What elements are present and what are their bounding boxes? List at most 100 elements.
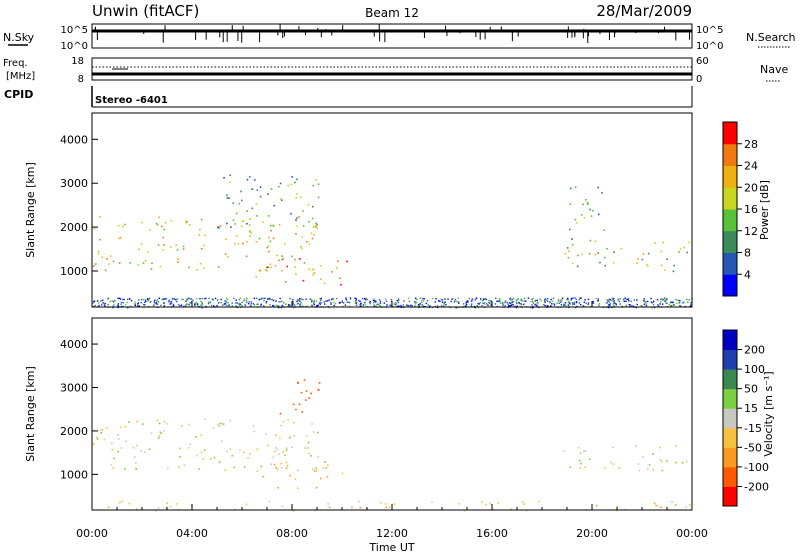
heatmap-cell — [619, 303, 621, 305]
heatmap-cell — [474, 306, 476, 309]
heatmap-cell — [583, 301, 586, 304]
colorbar-cell — [723, 187, 737, 210]
heatmap-cell — [144, 301, 146, 304]
heatmap-cell — [246, 210, 248, 212]
heatmap-cell — [187, 297, 190, 300]
heatmap-cell — [471, 299, 473, 301]
heatmap-cell — [135, 462, 137, 464]
heatmap-cell — [137, 303, 139, 305]
heatmap-cell — [284, 454, 286, 457]
heatmap-cell — [346, 260, 348, 263]
heatmap-cell — [147, 297, 149, 300]
heatmap-cell — [362, 297, 364, 300]
heatmap-cell — [479, 301, 482, 304]
heatmap-cell — [595, 297, 598, 300]
heatmap-cell — [272, 225, 275, 227]
heatmap-cell — [248, 224, 251, 226]
heatmap-cell — [607, 300, 609, 302]
heatmap-cell — [373, 304, 375, 306]
heatmap-cell — [567, 297, 569, 300]
heatmap-cell — [280, 199, 283, 201]
heatmap-cell — [265, 269, 267, 271]
heatmap-cell — [482, 298, 485, 300]
heatmap-cell — [637, 463, 640, 465]
heatmap-cell — [516, 305, 519, 307]
heatmap-cell — [195, 301, 197, 303]
heatmap-cell — [388, 506, 391, 508]
heatmap-cell — [315, 179, 317, 181]
heatmap-cell — [161, 298, 163, 301]
freq-left-tick-bottom: 8 — [78, 74, 84, 85]
heatmap-cell — [373, 298, 375, 300]
colorbar-cell — [723, 122, 737, 145]
heatmap-cell — [93, 305, 95, 308]
heatmap-cell — [305, 305, 307, 308]
heatmap-cell — [137, 263, 140, 266]
heatmap-cell — [354, 297, 356, 300]
heatmap-cell — [239, 303, 241, 305]
heatmap-cell — [553, 303, 555, 305]
heatmap-cell — [273, 204, 276, 207]
heatmap-cell — [582, 203, 584, 206]
heatmap-cell — [676, 299, 678, 301]
y-tick-label: 1000 — [60, 468, 88, 481]
heatmap-cell — [222, 423, 225, 425]
heatmap-cell — [281, 269, 283, 272]
heatmap-cell — [286, 265, 289, 268]
heatmap-cell — [158, 422, 161, 425]
heatmap-cell — [627, 298, 630, 300]
heatmap-cell — [288, 304, 290, 306]
heatmap-cell — [407, 304, 409, 307]
heatmap-cell — [178, 466, 181, 469]
heatmap-cell — [197, 305, 199, 307]
heatmap-cell — [615, 304, 618, 306]
heatmap-cell — [507, 303, 509, 305]
freq-strip-frame — [91, 57, 693, 81]
heatmap-cell — [123, 468, 126, 470]
heatmap-cell — [616, 505, 619, 508]
heatmap-cell — [312, 205, 314, 208]
heatmap-cell — [331, 271, 333, 273]
heatmap-cell — [266, 246, 269, 249]
heatmap-cell — [316, 227, 319, 230]
heatmap-cell — [601, 192, 603, 194]
heatmap-cell — [156, 419, 158, 422]
heatmap-cell — [263, 297, 265, 300]
heatmap-cell — [315, 222, 318, 225]
heatmap-cell — [195, 302, 197, 305]
heatmap-cell — [434, 301, 436, 303]
heatmap-cell — [523, 300, 525, 302]
heatmap-cell — [104, 305, 106, 307]
heatmap-cell — [198, 234, 201, 236]
heatmap-cell — [359, 303, 361, 306]
heatmap-cell — [666, 258, 668, 261]
heatmap-cell — [612, 303, 615, 305]
heatmap-cell — [96, 300, 99, 303]
heatmap-cell — [111, 306, 114, 309]
heatmap-cell — [660, 506, 662, 509]
heatmap-cell — [452, 298, 454, 300]
y-tick-label: 2000 — [60, 425, 88, 438]
heatmap-cell — [415, 301, 417, 303]
heatmap-cell — [579, 297, 581, 299]
heatmap-cell — [671, 501, 673, 503]
heatmap-cell — [279, 412, 282, 415]
heatmap-cell — [576, 265, 579, 268]
heatmap-cell — [317, 183, 320, 186]
heatmap-cell — [216, 304, 218, 307]
heatmap-cell — [393, 503, 396, 505]
heatmap-cell — [393, 303, 396, 305]
heatmap-cell — [184, 305, 187, 307]
heatmap-cell — [299, 303, 301, 306]
heatmap-cell — [296, 193, 298, 195]
heatmap-cell — [262, 221, 264, 223]
heatmap-cell — [574, 306, 577, 309]
heatmap-cell — [169, 246, 172, 248]
nsky-right-tick-top: 10^5 — [696, 25, 723, 36]
heatmap-cell — [319, 303, 321, 306]
heatmap-cell — [234, 223, 237, 225]
heatmap-cell — [675, 445, 677, 448]
heatmap-cell — [567, 304, 570, 306]
heatmap-cell — [246, 222, 248, 225]
heatmap-cell — [168, 301, 171, 303]
